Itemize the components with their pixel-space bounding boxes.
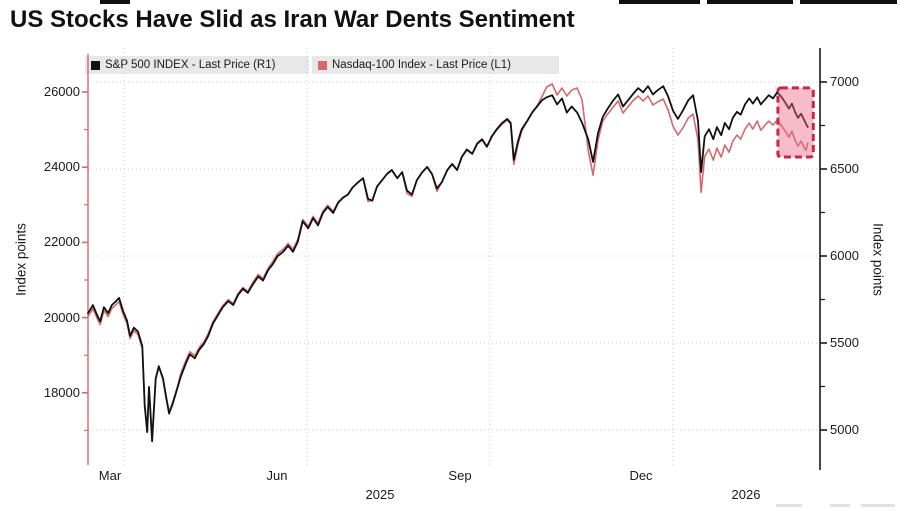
left-axis-tick-label: 24000 (43, 159, 80, 175)
top-border-fragment (619, 0, 700, 4)
left-axis-tick-label: 18000 (43, 384, 80, 400)
right-axis-tick-label: 5000 (830, 422, 859, 437)
right-axis-tick-label: 6500 (830, 161, 859, 176)
x-axis-month-label: Sep (448, 468, 472, 483)
x-axis-month-label: Dec (629, 468, 653, 483)
left-axis-title: Index points (13, 223, 29, 296)
left-axis-tick-label: 22000 (43, 234, 80, 250)
legend-item-sp500[interactable]: S&P 500 INDEX - Last Price (R1) (85, 56, 309, 74)
left-axis-tick-label: 20000 (43, 309, 80, 325)
legend-item-nasdaq[interactable]: Nasdaq-100 Index - Last Price (L1) (312, 56, 559, 74)
x-axis-month-label: Jun (266, 468, 288, 483)
right-axis-tick-label: 7000 (830, 74, 859, 89)
watermark-fragment (861, 504, 895, 507)
x-axis-year-label: 2026 (731, 487, 761, 502)
left-axis-tick-label: 26000 (43, 84, 80, 99)
highlight-region (776, 86, 815, 159)
watermark-fragment (830, 504, 850, 507)
chart-title: US Stocks Have Slid as Iran War Dents Se… (10, 6, 575, 33)
top-border-fragment (100, 0, 130, 4)
right-axis-title: Index points (870, 223, 886, 296)
right-axis-tick-label: 5500 (830, 335, 859, 350)
x-axis-month-label: Mar (98, 468, 122, 483)
nasdaq-swatch-icon (318, 60, 327, 70)
legend-label-sp500: S&P 500 INDEX - Last Price (R1) (105, 59, 276, 71)
x-axis-year-label: 2025 (365, 487, 395, 502)
top-border-fragment (800, 0, 897, 4)
right-axis-tick-label: 6000 (830, 248, 859, 263)
sp500-swatch-icon (91, 60, 100, 70)
top-border-fragment (707, 0, 793, 4)
watermark-fragment (776, 504, 802, 507)
sp500-line (87, 85, 809, 443)
legend-label-nasdaq: Nasdaq-100 Index - Last Price (L1) (332, 59, 511, 71)
